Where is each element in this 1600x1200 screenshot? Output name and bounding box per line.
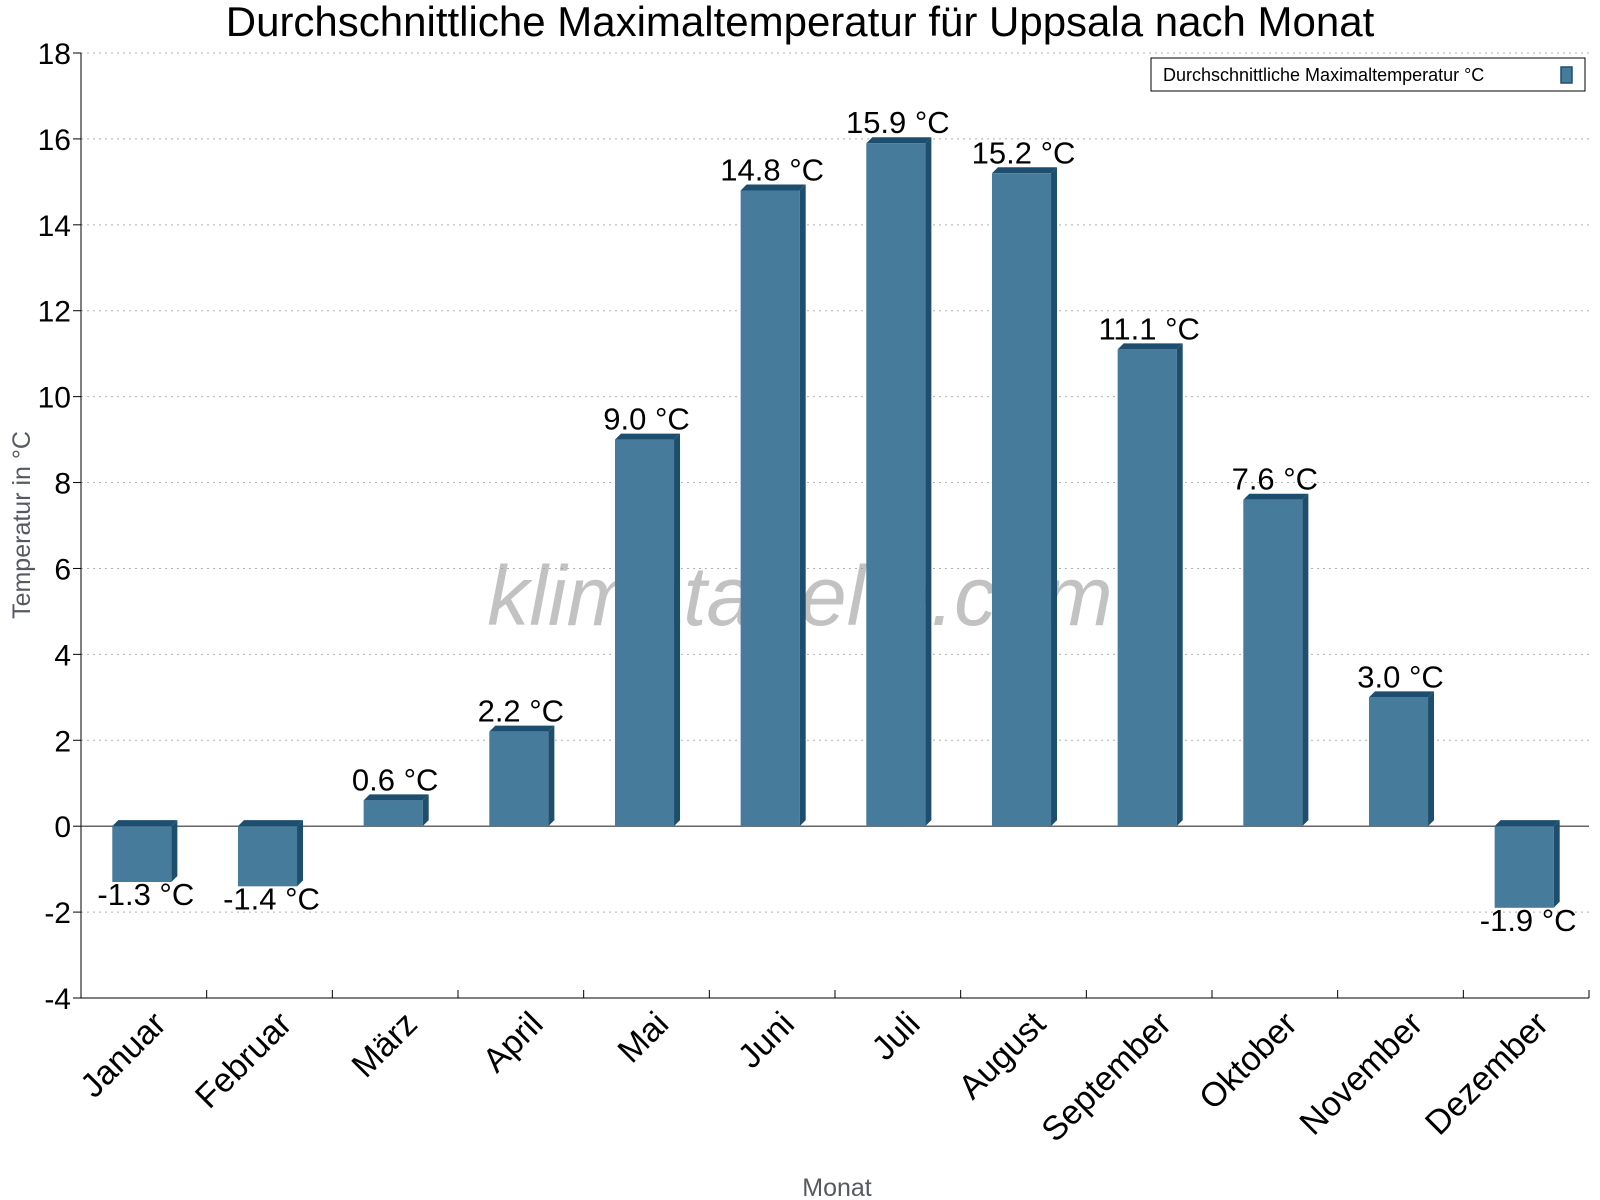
x-tick-label: November (1292, 1005, 1430, 1143)
value-label: 2.2 °C (478, 694, 565, 729)
bar-front (614, 439, 675, 827)
x-tick-label: Juni (731, 1005, 802, 1076)
bar-top (614, 433, 681, 440)
bar-top (866, 137, 932, 144)
bar-side (799, 184, 806, 827)
y-tick-label: 8 (54, 468, 71, 501)
bar-front (866, 143, 926, 827)
y-tick-label: 6 (54, 553, 71, 586)
x-tick-label: August (951, 1004, 1053, 1106)
legend-swatch (1560, 66, 1573, 84)
y-tick-label: 12 (38, 296, 71, 329)
bar-side (548, 725, 555, 827)
x-tick-label: März (345, 1005, 425, 1085)
x-tick-label: September (1034, 1005, 1178, 1149)
value-label: 3.0 °C (1357, 659, 1444, 694)
bar-front (237, 826, 298, 887)
value-label: -1.3 °C (97, 877, 194, 912)
value-label: 15.2 °C (972, 135, 1076, 170)
bar-front (489, 731, 549, 827)
bar-side (422, 794, 429, 827)
bar-juli (866, 137, 932, 827)
bar-top (1243, 493, 1309, 500)
legend-box (1150, 57, 1586, 92)
bar-front (112, 826, 172, 883)
x-tick-label: Mai (611, 1005, 677, 1071)
y-tick-label: 18 (38, 38, 71, 71)
bars (112, 137, 1560, 908)
bar-side (1051, 167, 1058, 827)
bar-dezember (1494, 820, 1560, 908)
bar-top (112, 820, 178, 827)
bar-januar (112, 820, 178, 883)
value-label: 14.8 °C (720, 152, 824, 187)
x-axis-title: Monat (802, 1174, 872, 1200)
value-label: 11.1 °C (1098, 311, 1199, 346)
bar-front (1243, 499, 1303, 827)
value-label: 7.6 °C (1232, 462, 1319, 497)
y-tick-label: 2 (54, 725, 71, 758)
bar-side (171, 820, 178, 883)
bar-top (237, 820, 304, 827)
bar-front (1368, 697, 1429, 827)
y-tick-label: 16 (38, 124, 71, 157)
bar-september (1117, 343, 1183, 827)
chart-title: Durchschnittliche Maximaltemperatur für … (226, 0, 1375, 45)
value-label: 9.0 °C (603, 402, 690, 437)
bar-top (1368, 691, 1435, 698)
bar-top (489, 725, 555, 732)
x-tick-label: April (476, 1005, 551, 1080)
value-label: -1.4 °C (223, 881, 320, 916)
bar-top (1494, 820, 1560, 827)
y-tick-label: 0 (54, 811, 71, 844)
value-labels: -1.3 °C -1.4 °C 0.6 °C 2.2 °C 9.0 °C 14.8 °C 1… (97, 105, 1576, 938)
y-axis-ticks: -4 -2 0 2 4 6 8 10 12 14 16 18 (38, 38, 81, 1016)
x-axis-ticks: Januar Februar März April Mai Juni Juli AugustS… (73, 990, 1590, 1149)
bar-side (674, 433, 681, 827)
bar-februar (237, 820, 304, 887)
bar-side (1176, 343, 1183, 827)
bar-august (991, 167, 1058, 827)
y-tick-label: -2 (44, 897, 71, 930)
axes (80, 53, 1589, 999)
bar-märz (363, 794, 429, 827)
gridlines (81, 52, 1589, 999)
x-tick-label: Juli (865, 1005, 928, 1068)
x-tick-label: Dezember (1418, 1005, 1556, 1143)
bar-front (1117, 349, 1177, 827)
bar-juni (740, 184, 806, 827)
x-tick-label: Januar (73, 1005, 173, 1105)
value-label: -1.9 °C (1480, 903, 1577, 938)
bar-front (740, 190, 800, 827)
bar-mai (614, 433, 681, 827)
bar-side (1428, 691, 1435, 827)
y-axis-title: Temperatur in °C (8, 431, 36, 619)
value-label: 15.9 °C (846, 105, 950, 140)
y-tick-label: -4 (44, 983, 71, 1016)
bar-side (925, 137, 932, 827)
value-label: 0.6 °C (352, 762, 439, 797)
bar-oktober (1243, 493, 1309, 827)
bar-front (363, 800, 423, 827)
y-tick-label: 14 (38, 210, 71, 243)
y-tick-label: 4 (54, 639, 71, 672)
x-tick-label: Oktober (1192, 1005, 1304, 1117)
bar-top (1117, 343, 1183, 350)
bar-april (489, 725, 555, 827)
legend: Durchschnittliche Maximaltemperatur °C (1150, 57, 1586, 92)
bar-november (1368, 691, 1435, 827)
bar-side (297, 820, 304, 887)
bar-side (1553, 820, 1560, 908)
legend-label: Durchschnittliche Maximaltemperatur °C (1163, 65, 1484, 85)
bar-top (363, 794, 429, 801)
bar-front (991, 173, 1052, 827)
bar-side (1302, 493, 1309, 827)
bar-top (740, 184, 806, 191)
x-tick-label: Februar (188, 1005, 299, 1116)
bar-front (1494, 826, 1554, 908)
y-tick-label: 10 (38, 382, 71, 415)
bar-top (991, 167, 1058, 174)
